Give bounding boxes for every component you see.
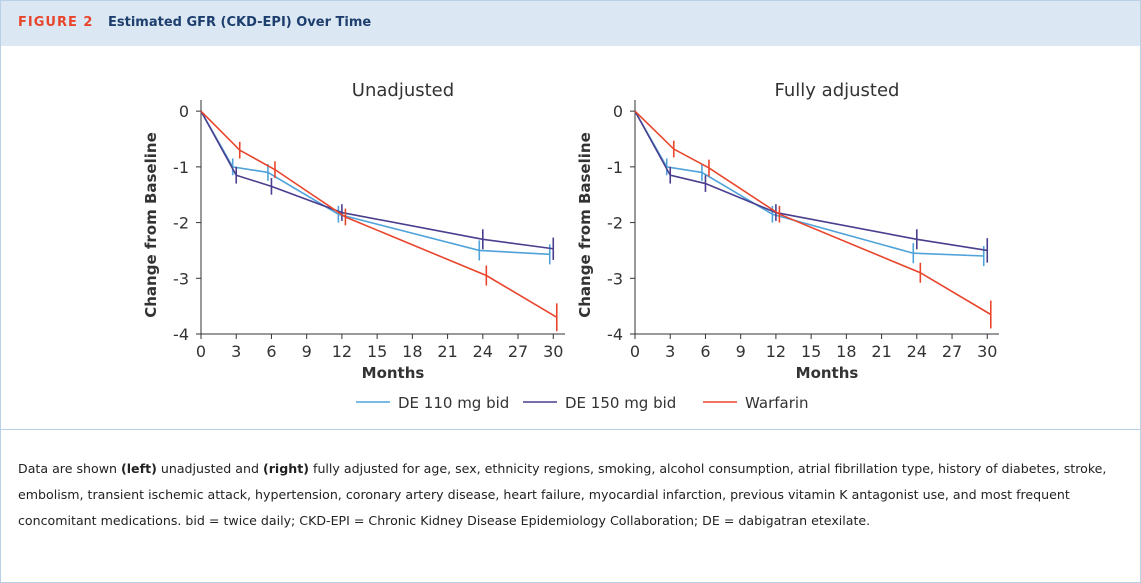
- y-tick-label: -3: [607, 269, 623, 288]
- y-axis-label: Change from Baseline: [142, 132, 160, 318]
- x-tick-label: 18: [402, 342, 422, 361]
- legend-label: DE 150 mg bid: [565, 394, 676, 412]
- y-tick-label: -4: [173, 325, 189, 344]
- y-tick-label: -1: [173, 158, 189, 177]
- x-tick-label: 6: [700, 342, 710, 361]
- x-tick-label: 3: [665, 342, 675, 361]
- figure-label: FIGURE 2: [18, 15, 94, 30]
- x-tick-label: 21: [871, 342, 891, 361]
- figure-header: FIGURE 2 Estimated GFR (CKD-EPI) Over Ti…: [1, 1, 1140, 46]
- x-tick-label: 0: [630, 342, 640, 361]
- series-line: [200, 110, 558, 318]
- x-tick-label: 12: [332, 342, 352, 361]
- y-tick-label: -4: [607, 325, 623, 344]
- x-tick-label: 18: [836, 342, 856, 361]
- x-tick-label: 3: [231, 342, 241, 361]
- y-tick-label: 0: [179, 102, 189, 121]
- series-line: DE 110 mg bid: [634, 110, 984, 257]
- x-tick-label: 30: [977, 342, 997, 361]
- chart-title: Unadjusted: [352, 80, 454, 101]
- caption: Data are shown (left) unadjusted and (ri…: [18, 456, 1123, 534]
- separator: [1, 429, 1140, 430]
- caption-bold: (right): [262, 461, 310, 476]
- figure-title: Estimated GFR (CKD-EPI) Over Time: [108, 15, 372, 30]
- caption-text: unadjusted and: [156, 461, 263, 476]
- series-line: Warfarin: [634, 110, 992, 316]
- y-axis-label: Change from Baseline: [576, 132, 594, 318]
- x-tick-label: 9: [736, 342, 746, 361]
- caption-bold: (left): [120, 461, 157, 476]
- x-tick-label: 15: [801, 342, 821, 361]
- x-tick-label: 6: [266, 342, 276, 361]
- chart-title: Fully adjusted: [775, 80, 900, 101]
- x-tick-label: 21: [437, 342, 457, 361]
- x-axis-label: Months: [362, 364, 425, 382]
- y-tick-label: 0: [613, 102, 623, 121]
- x-tick-label: 30: [543, 342, 563, 361]
- caption-text: Data are shown: [18, 461, 121, 476]
- series-line: [200, 110, 550, 256]
- series-line: DE 150 mg bid: [634, 110, 988, 252]
- y-tick-label: -2: [607, 214, 623, 233]
- x-tick-label: 27: [508, 342, 528, 361]
- legend-label: Warfarin: [745, 394, 809, 412]
- x-tick-label: 15: [367, 342, 387, 361]
- y-tick-label: -2: [173, 214, 189, 233]
- x-tick-label: 12: [766, 342, 786, 361]
- caption-text: fully adjusted for age, sex, ethnicity r…: [18, 461, 1107, 528]
- series-line: [200, 110, 554, 250]
- y-tick-label: -3: [173, 269, 189, 288]
- legend-label: DE 110 mg bid: [398, 394, 509, 412]
- x-tick-label: 9: [302, 342, 312, 361]
- x-tick-label: 24: [473, 342, 493, 361]
- x-axis-label: Months: [796, 364, 859, 382]
- x-tick-label: 24: [907, 342, 927, 361]
- x-tick-label: 27: [942, 342, 962, 361]
- x-tick-label: 0: [196, 342, 206, 361]
- y-tick-label: -1: [607, 158, 623, 177]
